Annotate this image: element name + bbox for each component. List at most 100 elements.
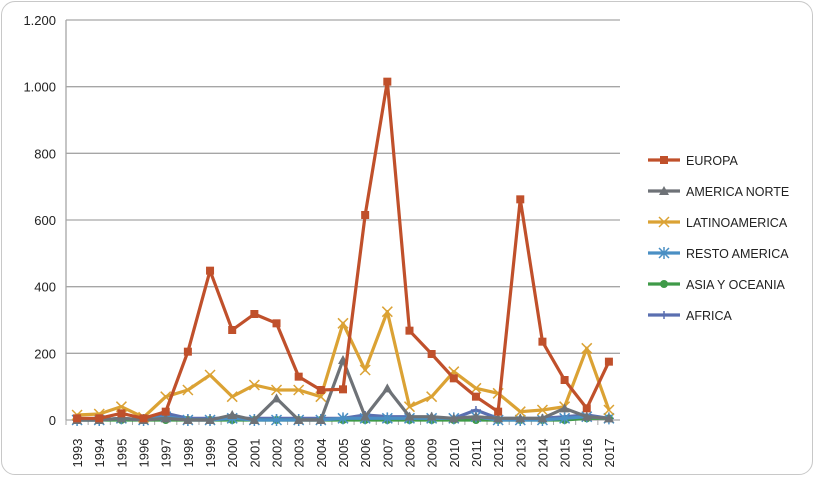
data-point [270, 414, 283, 426]
data-point [293, 384, 305, 396]
data-point [515, 413, 526, 423]
data-point [559, 412, 571, 425]
data-point [582, 404, 591, 413]
x-tick-label: 2002 [270, 439, 285, 468]
data-point [206, 266, 215, 275]
data-point [182, 415, 193, 424]
data-point [337, 317, 349, 329]
data-point [471, 392, 480, 401]
data-point [116, 413, 127, 423]
data-point [270, 384, 283, 396]
data-point [658, 247, 670, 259]
data-point [227, 410, 238, 419]
data-point [538, 337, 547, 346]
data-point [659, 186, 669, 195]
data-point [160, 413, 171, 423]
x-tick-label: 2000 [225, 439, 240, 468]
data-point [248, 379, 260, 391]
data-point [382, 383, 393, 393]
x-tick-label: 1997 [159, 439, 174, 468]
legend-label: LATINOAMERICA [686, 216, 788, 230]
legend-label: AMERICA NORTE [686, 185, 789, 199]
x-tick-label: 2001 [247, 439, 262, 468]
x-tick-label: 2012 [491, 439, 506, 468]
x-tick-label: 2014 [535, 439, 550, 468]
data-point [228, 326, 237, 334]
data-point [361, 211, 370, 219]
data-point [426, 391, 438, 403]
data-point [139, 414, 148, 423]
data-point [493, 413, 504, 423]
data-point [381, 412, 393, 425]
y-tick-label: 1.000 [23, 80, 56, 95]
data-point [660, 280, 668, 288]
y-tick-label: 400 [34, 280, 56, 295]
y-tick-label: 0 [49, 413, 56, 428]
data-point [272, 319, 281, 328]
data-point [581, 411, 592, 421]
data-point [226, 391, 238, 403]
x-tick-label: 2003 [292, 439, 307, 468]
data-point [603, 413, 614, 423]
x-tick-label: 1994 [92, 439, 107, 468]
legend-label: AFRICA [686, 309, 733, 323]
data-point [560, 376, 569, 384]
data-point [381, 306, 393, 318]
x-tick-label: 2015 [558, 439, 573, 468]
legend-label: ASIA Y OCEANIA [686, 278, 786, 292]
data-point [404, 411, 415, 421]
data-point [581, 342, 593, 354]
y-tick-label: 800 [34, 146, 56, 161]
y-tick-label: 200 [34, 346, 56, 361]
series-line-europa [77, 80, 611, 420]
x-tick-label: 2004 [314, 439, 329, 468]
data-point [360, 411, 371, 421]
data-point [405, 326, 414, 335]
data-point [73, 414, 82, 423]
data-point [250, 310, 259, 318]
legend-label: RESTO AMERICA [686, 247, 789, 261]
x-tick-label: 1993 [70, 439, 85, 468]
legend-label: EUROPA [686, 154, 739, 168]
data-point [271, 393, 282, 403]
data-point [470, 411, 481, 421]
data-point [383, 77, 392, 86]
data-point [494, 407, 503, 416]
data-point [603, 404, 615, 416]
data-point [516, 195, 525, 204]
data-point [337, 412, 349, 425]
data-point [514, 406, 526, 418]
data-point [660, 156, 668, 164]
data-point [161, 407, 170, 416]
x-tick-label: 1998 [181, 439, 196, 468]
data-point [470, 382, 482, 394]
x-tick-label: 2011 [469, 439, 484, 467]
data-point [537, 413, 548, 423]
x-tick-label: 2007 [380, 439, 395, 468]
x-tick-label: 2005 [336, 439, 351, 468]
data-point [339, 385, 347, 394]
data-point [204, 369, 216, 381]
x-tick-label: 2009 [425, 439, 440, 468]
data-point [294, 372, 303, 381]
data-point [559, 403, 570, 413]
x-tick-label: 2008 [402, 439, 417, 468]
data-point [293, 415, 304, 424]
x-tick-label: 1996 [137, 439, 152, 468]
x-tick-label: 1995 [114, 439, 129, 468]
data-point [359, 364, 371, 376]
x-tick-label: 2013 [513, 439, 528, 468]
data-point [448, 413, 459, 423]
data-point [658, 216, 670, 228]
data-point [316, 386, 325, 394]
data-point [426, 411, 437, 421]
data-point [182, 384, 194, 396]
x-tick-label: 2006 [358, 439, 373, 468]
data-point [249, 415, 260, 424]
data-point [659, 311, 669, 319]
data-point [95, 414, 104, 423]
data-point [604, 357, 613, 366]
